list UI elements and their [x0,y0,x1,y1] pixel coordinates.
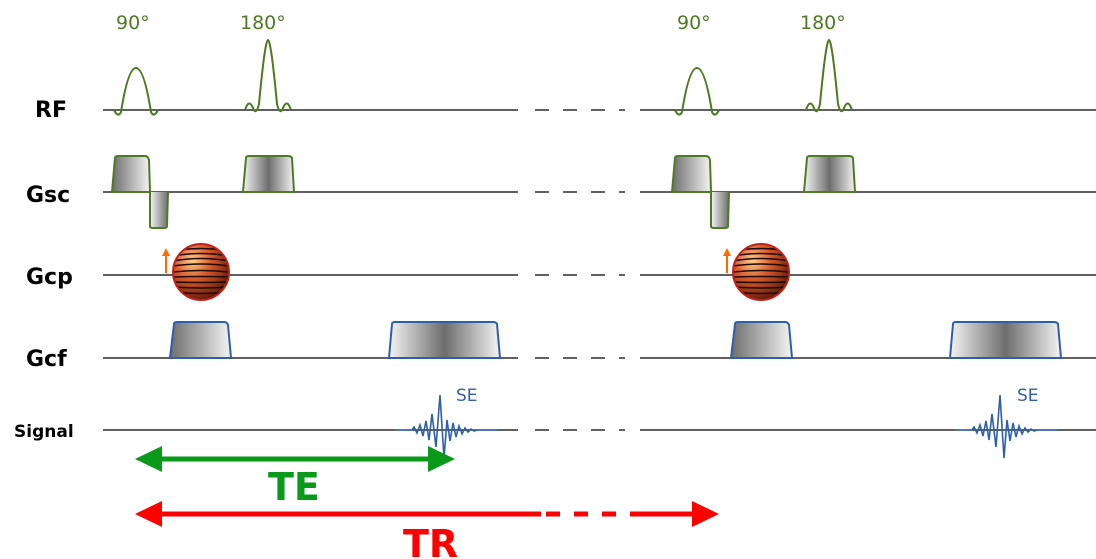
gsc-rephase-2 [710,191,730,229]
rf-180-pulse-2 [805,38,853,113]
gcf-readout-1 [387,321,502,359]
first-90-label: 90° [116,12,150,34]
first-180-label: 180° [240,12,286,34]
gsc-gradients [110,155,857,229]
rf-90-pulse-2 [674,66,720,116]
gcp-phase-encode-2 [723,243,790,301]
gsc-lobe-1 [110,155,152,193]
gcf-readout-2 [948,321,1063,359]
second-180-label: 180° [800,12,846,34]
rf-row-label: RF [35,98,67,123]
gcp-phase-encode-1 [162,243,230,301]
te-arrow [135,446,455,472]
gcp-row-label: Gcp [26,265,73,290]
gcf-row-label: Gcf [26,347,67,372]
rf-180-pulse-1 [244,38,292,113]
tr-label: TR [403,522,458,559]
gsc-row-label: Gsc [26,183,70,208]
second-90-label: 90° [677,12,711,34]
rf-pulses [113,38,853,116]
spin-echo-1 [395,394,497,459]
spin-echo-2 [955,394,1057,459]
se-label-1: SE [456,386,478,406]
signal-row-label: Signal [14,422,74,442]
se-label-2: SE [1017,386,1039,406]
gsc-lobe-2 [670,155,713,193]
gsc-rephase-1 [149,191,169,229]
te-label: TE [268,465,320,509]
gsc-180-lobe-2 [802,155,857,193]
rf-90-pulse-1 [113,66,159,116]
gsc-180-lobe-1 [241,155,296,193]
tr-arrow [135,501,719,527]
gcf-gradients [168,321,1063,359]
gcf-dephase-2 [729,321,794,359]
gcf-dephase-1 [168,321,233,359]
